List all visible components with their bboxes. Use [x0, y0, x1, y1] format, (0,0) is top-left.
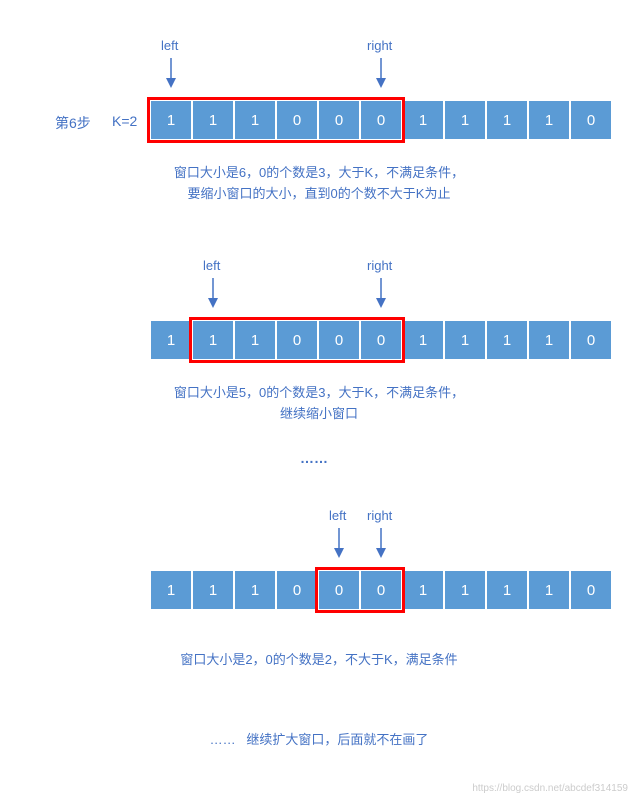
watermark: https://blog.csdn.net/abcdef314159: [472, 783, 628, 794]
panel-caption: 窗口大小是5，0的个数是3，大于K，不满足条件，继续缩小窗口: [0, 383, 638, 425]
array-row: 11100011110: [150, 320, 612, 360]
array-cell: 1: [192, 100, 234, 140]
ellipsis: ……: [300, 450, 328, 466]
left-pointer-label: left: [161, 38, 178, 53]
array-cell: 1: [234, 320, 276, 360]
pointer-arrow: [374, 58, 388, 88]
array-cell: 1: [150, 100, 192, 140]
array-cell: 1: [486, 320, 528, 360]
array-cell: 1: [150, 320, 192, 360]
panel-caption: 窗口大小是2，0的个数是2，不大于K，满足条件: [0, 650, 638, 671]
array-cell: 1: [192, 570, 234, 610]
array-cell: 0: [360, 570, 402, 610]
array-cell: 0: [360, 100, 402, 140]
array-row: 11100011110: [150, 100, 612, 140]
array-cell: 1: [192, 320, 234, 360]
array-cell: 1: [444, 100, 486, 140]
array-cell: 1: [444, 570, 486, 610]
array-cell: 1: [234, 100, 276, 140]
right-pointer-label: right: [367, 258, 392, 273]
array-cell: 0: [318, 320, 360, 360]
array-cell: 0: [276, 570, 318, 610]
panel-caption: 窗口大小是6，0的个数是3，大于K，不满足条件，要缩小窗口的大小，直到0的个数不…: [0, 163, 638, 205]
array-cell: 1: [528, 320, 570, 360]
array-row: 11100011110: [150, 570, 612, 610]
array-cell: 1: [402, 100, 444, 140]
array-cell: 0: [570, 570, 612, 610]
array-cell: 1: [402, 320, 444, 360]
final-caption: …… 继续扩大窗口，后面就不在画了: [0, 730, 638, 751]
array-cell: 1: [234, 570, 276, 610]
array-cell: 1: [402, 570, 444, 610]
step-label: 第6步: [55, 113, 91, 133]
array-cell: 1: [486, 570, 528, 610]
pointer-arrow: [164, 58, 178, 88]
left-pointer-label: left: [203, 258, 220, 273]
array-cell: 1: [528, 100, 570, 140]
array-cell: 0: [276, 320, 318, 360]
array-cell: 0: [570, 100, 612, 140]
left-pointer-label: left: [329, 508, 346, 523]
array-cell: 0: [318, 570, 360, 610]
pointer-arrow: [374, 528, 388, 558]
pointer-arrow: [206, 278, 220, 308]
array-cell: 1: [150, 570, 192, 610]
array-cell: 0: [360, 320, 402, 360]
array-cell: 1: [486, 100, 528, 140]
array-cell: 1: [444, 320, 486, 360]
array-cell: 1: [528, 570, 570, 610]
pointer-arrow: [374, 278, 388, 308]
pointer-arrow: [332, 528, 346, 558]
array-cell: 0: [570, 320, 612, 360]
right-pointer-label: right: [367, 38, 392, 53]
array-cell: 0: [276, 100, 318, 140]
k-label: K=2: [112, 113, 137, 129]
right-pointer-label: right: [367, 508, 392, 523]
array-cell: 0: [318, 100, 360, 140]
